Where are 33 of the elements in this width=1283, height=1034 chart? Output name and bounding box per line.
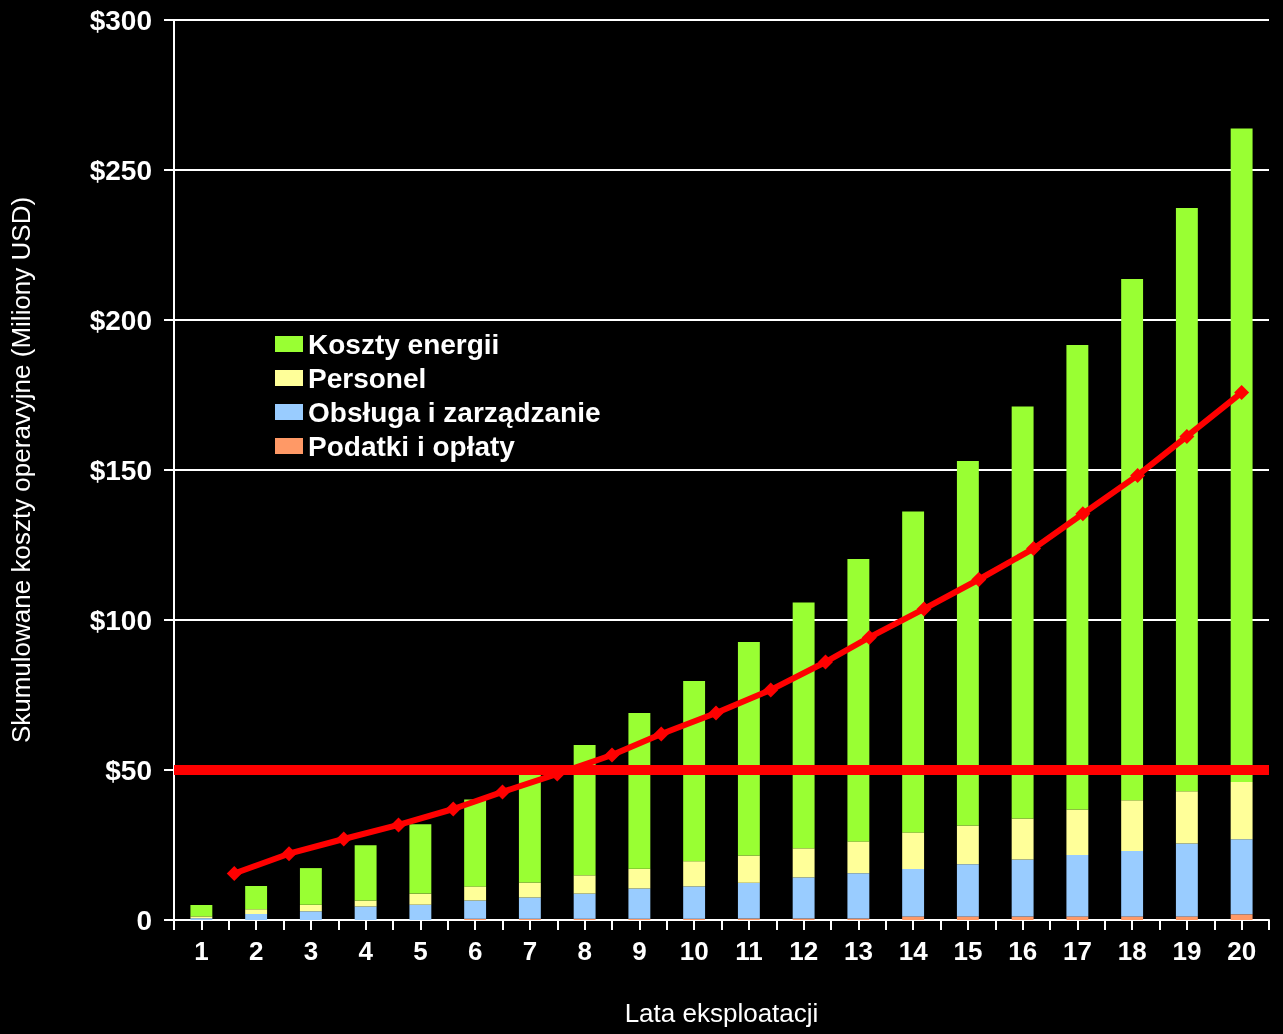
x-tick-label: 16 (1008, 936, 1038, 966)
x-tick-label: 1 (194, 936, 209, 966)
y-tick-label: $250 (89, 154, 152, 186)
x-tick-label: 19 (1172, 936, 1202, 966)
y-tick-label: 0 (136, 904, 152, 936)
x-tick-label: 2 (248, 936, 264, 966)
legend-label: Podatki i opłaty (308, 430, 516, 462)
y-tick-label: $300 (89, 4, 152, 36)
x-tick-label: 7 (522, 936, 538, 966)
x-tick-label: 10 (679, 936, 709, 966)
x-tick-label: 3 (303, 936, 319, 966)
legend-label: Obsługa i zarządzanie (308, 396, 601, 428)
x-tick-label: 13 (843, 936, 873, 966)
legend-label: Personel (308, 362, 427, 394)
y-tick-label: $150 (89, 454, 152, 486)
x-tick-label: 9 (632, 936, 647, 966)
x-tick-label: 18 (1117, 936, 1147, 966)
x-tick-label: 5 (413, 936, 428, 966)
x-tick-label: 11 (735, 936, 763, 966)
x-tick-label: 6 (467, 936, 483, 966)
x-tick-label: 20 (1227, 936, 1257, 966)
x-tick-label: 14 (898, 936, 929, 966)
x-tick-label: 17 (1062, 936, 1092, 966)
x-tick-label: 15 (953, 936, 983, 966)
x-tick-label: 12 (789, 936, 819, 966)
y-tick-label: $50 (105, 754, 152, 786)
y-tick-label: $200 (89, 304, 152, 336)
x-tick-label: 4 (358, 936, 374, 966)
x-axis-title: Lata eksploatacji (624, 998, 819, 1028)
y-tick-label: $100 (89, 604, 152, 636)
y-axis-title: Skumulowane koszty operavyjne (Miliony USD) (6, 196, 36, 744)
legend-label: Koszty energii (308, 328, 500, 360)
x-tick-label: 8 (577, 936, 592, 966)
